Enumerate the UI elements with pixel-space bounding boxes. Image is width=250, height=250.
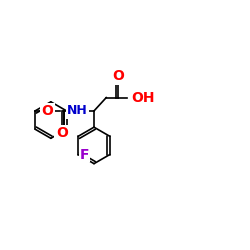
Text: F: F <box>80 148 89 162</box>
Text: O: O <box>41 104 53 118</box>
Text: O: O <box>56 126 68 140</box>
Text: NH: NH <box>67 104 88 118</box>
Text: O: O <box>112 69 124 83</box>
Text: OH: OH <box>132 90 155 104</box>
